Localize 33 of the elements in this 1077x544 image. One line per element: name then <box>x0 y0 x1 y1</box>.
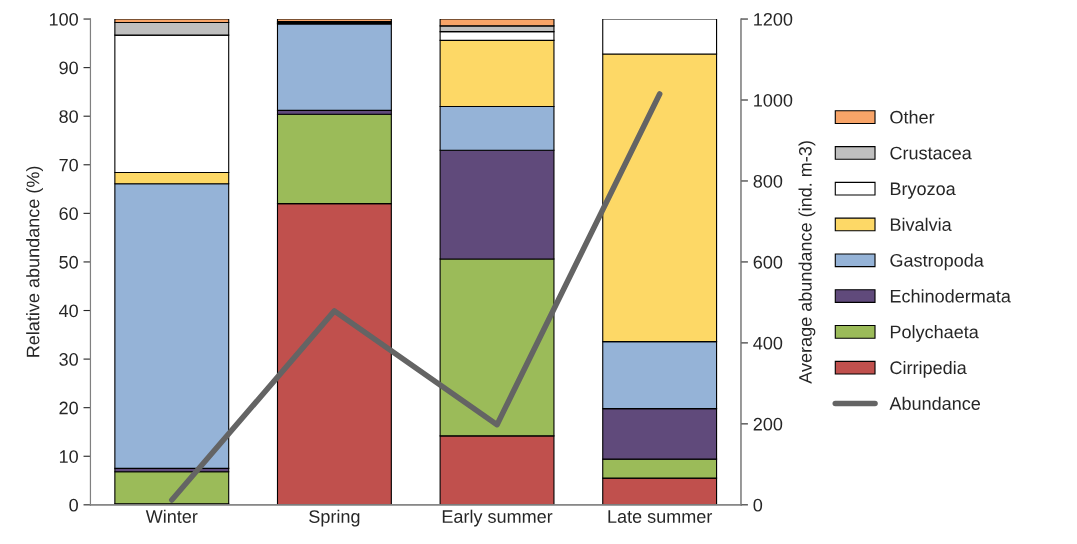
y-tick-label: 40 <box>59 304 78 318</box>
y2-tick-label: 800 <box>753 174 783 188</box>
legend-label: Other <box>890 110 935 124</box>
y-tick-label: 50 <box>59 255 78 269</box>
y2-tick-label: 200 <box>753 417 783 431</box>
y-tick-label: 60 <box>59 207 78 221</box>
legend-label: Crustacea <box>890 146 972 160</box>
y2-tick-label: 1000 <box>754 93 793 107</box>
y-tick-label: 80 <box>59 110 78 123</box>
x-tick-label: Early summer <box>442 509 553 527</box>
y-tick-label: 100 <box>49 12 78 26</box>
legend-label: Bivalvia <box>890 217 952 231</box>
y-tick-label: 10 <box>59 450 78 463</box>
y2-axis-title: Average abundance (ind. m-3) <box>798 141 816 384</box>
y-tick-label: 0 <box>69 498 78 512</box>
y2-tick-label: 0 <box>753 498 763 512</box>
y2-tick-label: 1200 <box>754 12 793 26</box>
x-tick-label: Spring <box>309 509 360 527</box>
legend-label: Bryozoa <box>890 182 956 199</box>
legend-label: Echinodermata <box>890 289 1011 303</box>
legend-label: Abundance <box>889 396 981 410</box>
y-tick-label: 90 <box>59 61 78 75</box>
y-axis-title: Relative abundance (%) <box>26 166 43 357</box>
x-tick-label: Late summer <box>608 510 713 523</box>
legend-label: Gastropoda <box>890 253 984 271</box>
legend-label: Polychaeta <box>890 325 979 342</box>
legend-label: Cirripedia <box>890 360 967 378</box>
y2-tick-label: 600 <box>753 255 783 269</box>
y-tick-label: 70 <box>59 158 78 172</box>
y-tick-label: 30 <box>59 353 78 366</box>
x-tick-label: Winter <box>145 509 198 523</box>
y2-tick-label: 400 <box>753 336 783 350</box>
y-tick-label: 20 <box>59 401 78 415</box>
